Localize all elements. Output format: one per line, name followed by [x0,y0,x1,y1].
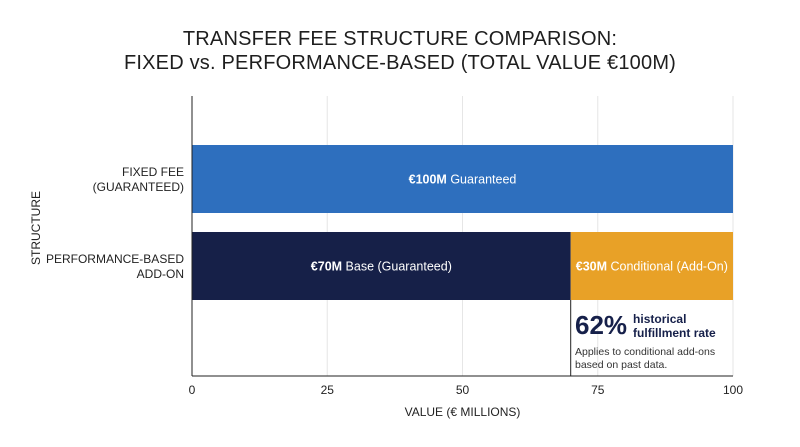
x-tick-label-4: 100 [723,383,743,397]
fulfillment-annotation: 62% historical fulfillment rate Applies t… [575,311,735,372]
x-tick-label-1: 25 [321,383,335,397]
bar-1-1 [570,232,733,300]
category-label-0-1: (GUARANTEED) [93,180,184,194]
x-axis-title: VALUE (€ MILLIONS) [405,405,521,419]
x-tick-label-3: 75 [591,383,605,397]
category-label-0-0: FIXED FEE [122,165,184,179]
category-label-1-0: PERFORMANCE-BASED [46,252,184,266]
bar-label-1-0: €70M Base (Guaranteed) [311,260,452,274]
x-tick-label-2: 50 [456,383,470,397]
bar-label-0-0: €100M Guaranteed [409,173,517,187]
x-tick-label-0: 0 [189,383,196,397]
fulfillment-rate-value: 62% [575,310,628,340]
bar-1-0 [192,232,571,300]
y-axis-title: STRUCTURE [29,191,43,265]
fulfillment-rate-label: historical fulfillment rate [633,312,716,340]
chart-title-line-1: TRANSFER FEE STRUCTURE COMPARISON: [182,28,618,50]
fulfillment-note: Applies to conditional add-ons based on … [575,346,716,371]
bar-label-1-1: €30M Conditional (Add-On) [576,260,728,274]
bar-0-0 [192,145,733,213]
category-label-1-1: ADD-ON [137,267,184,281]
chart-title-line-2: FIXED vs. PERFORMANCE-BASED (TOTAL VALUE… [123,52,677,74]
